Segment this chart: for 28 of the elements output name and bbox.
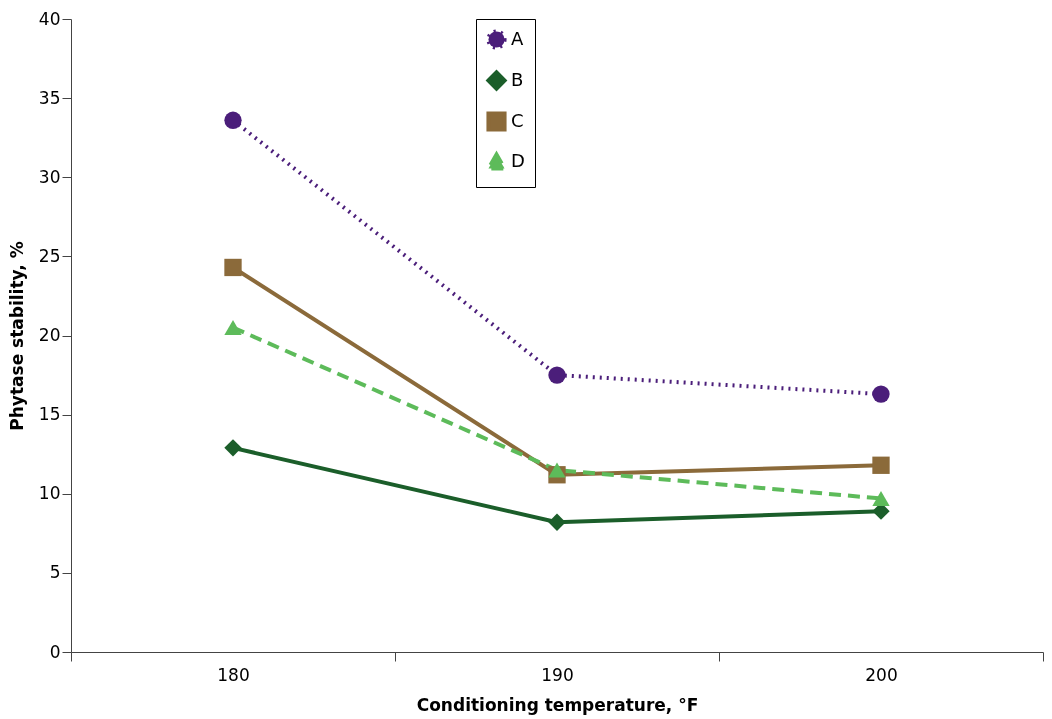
y-tick-label: 15 bbox=[38, 404, 61, 425]
x-tick-label: 190 bbox=[541, 664, 574, 685]
legend-label: B bbox=[511, 68, 524, 90]
legend-label: A bbox=[511, 27, 524, 49]
point bbox=[224, 320, 242, 336]
x-tick-label: 180 bbox=[217, 664, 250, 685]
y-axis-title: Phytase stability, % bbox=[6, 241, 27, 431]
point bbox=[872, 491, 890, 506]
point bbox=[224, 439, 242, 457]
y-tick-label: 5 bbox=[49, 562, 61, 583]
point bbox=[224, 111, 242, 129]
point bbox=[872, 385, 890, 403]
y-tick-label: 20 bbox=[38, 325, 61, 345]
point bbox=[548, 513, 566, 531]
point bbox=[224, 258, 242, 277]
y-tick-label: 10 bbox=[38, 483, 61, 504]
y-tick-label: 25 bbox=[38, 245, 61, 266]
y-tick-label: 40 bbox=[38, 8, 61, 29]
legend-label: C bbox=[511, 109, 524, 131]
y-tick-label: 35 bbox=[38, 87, 61, 108]
x-axis-title: Conditioning temperature, °F bbox=[416, 694, 699, 715]
x-tick-label: 200 bbox=[865, 664, 898, 685]
y-tick-label: 30 bbox=[38, 166, 61, 187]
point bbox=[872, 456, 890, 474]
legend-label: D bbox=[511, 149, 525, 171]
point bbox=[548, 462, 566, 478]
y-tick-label: 0 bbox=[49, 641, 61, 662]
point bbox=[548, 366, 566, 384]
